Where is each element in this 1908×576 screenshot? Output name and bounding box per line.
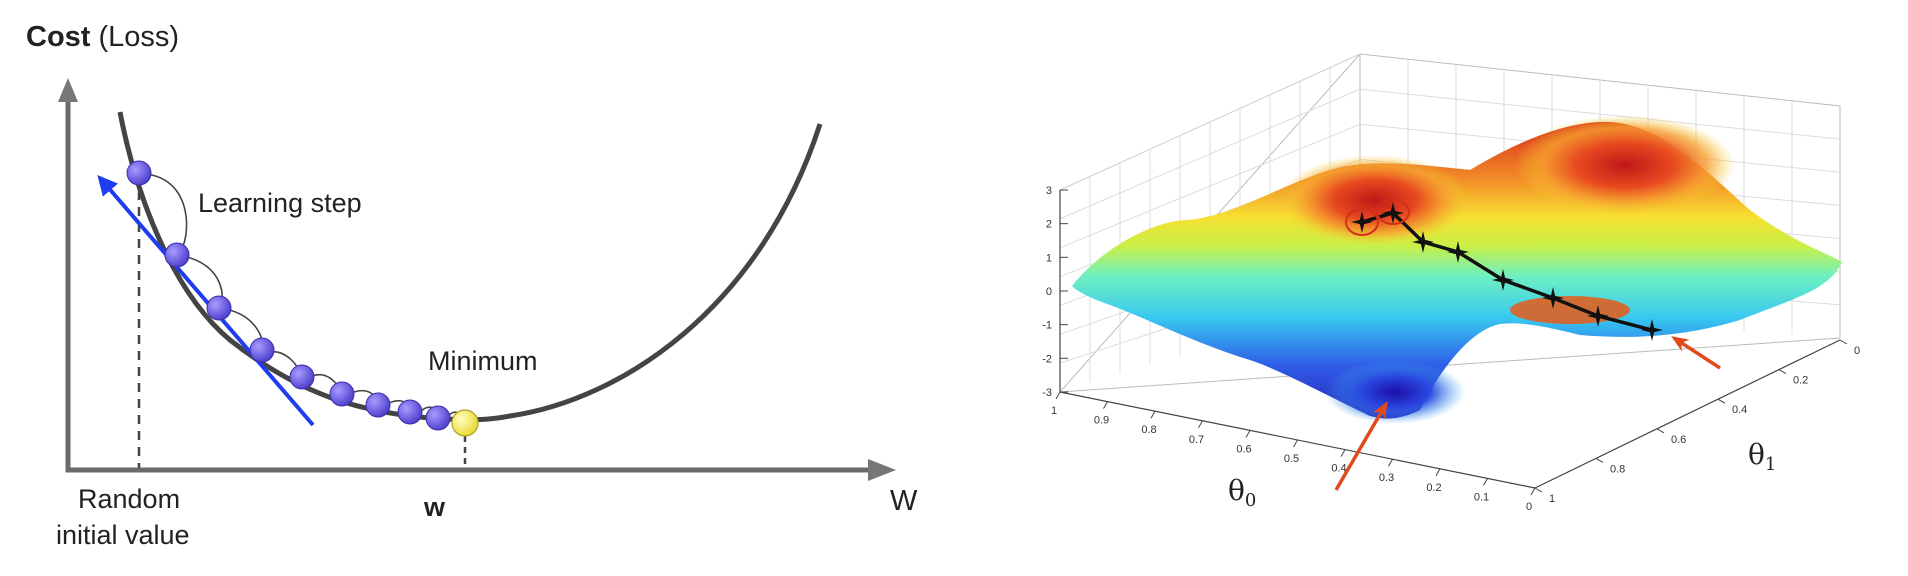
learning-step-label: Learning step [198,188,362,218]
theta0-tick-label: 0.4 [1331,463,1346,475]
path-step-marker [1351,211,1373,233]
path-step-marker [1641,319,1663,341]
theta0-tick-label: 0.9 [1094,415,1109,427]
start-label-line1: Random [78,484,180,514]
z-axis-ticks: 3 2 1 0 -1 -2 -3 [1042,185,1068,399]
z-tick-label: -2 [1042,353,1052,365]
descent-path [1345,199,1663,341]
z-tick-label: 1 [1046,252,1052,264]
theta0-tick-label: 0.8 [1141,424,1156,436]
theta0-tick-label: 0 [1526,501,1532,513]
theta0-axis-ticks: 1 0.9 0.8 0.7 0.6 0.5 0.4 0.3 0.2 0.1 0 [1051,391,1536,513]
theta0-axis-label: θ0 [1228,474,1256,511]
z-tick-label: -1 [1042,320,1052,332]
minimum-point [451,409,479,437]
theta1-tick-label: 0.2 [1793,375,1808,387]
descent-steps [126,160,451,431]
minimum-arrow-right [1671,336,1721,370]
y-axis-arrowhead [58,78,78,102]
theta1-axis-label: θ1 [1748,438,1776,475]
theta0-tick-label: 0.5 [1284,453,1299,465]
start-circle [1345,208,1379,236]
path-step-marker [1447,241,1469,263]
path-step-marker [1542,287,1564,309]
peak-circle [1376,199,1410,225]
path-step-marker [1587,305,1609,327]
theta1-tick-label: 0.6 [1671,434,1686,446]
y-axis-label: Cost (Loss) [26,21,179,53]
gradient-tangent-line [97,174,315,427]
minimum-label: Minimum [428,346,538,376]
theta0-tick-label: 0.3 [1379,472,1394,484]
theta1-axis-ticks: 0 0.2 0.4 0.6 0.8 1 [1534,339,1860,505]
theta0-tick-label: 0.6 [1236,443,1251,455]
z-tick-label: 2 [1046,219,1052,231]
theta1-tick-label: 0 [1854,345,1860,357]
theta0-tick-label: 1 [1051,405,1057,417]
cost-curve-diagram: Cost (Loss) W [26,21,918,550]
x-axis-arrowhead [868,459,896,481]
theta1-tick-label: 0.8 [1610,463,1625,475]
theta0-tick-label: 0.7 [1189,434,1204,446]
start-label-line2: initial value [56,520,190,550]
z-tick-label: 0 [1046,286,1052,298]
z-tick-label: 3 [1046,185,1052,197]
theta1-tick-label: 0.4 [1732,404,1747,416]
path-step-marker [1492,269,1514,291]
theta1-tick-label: 1 [1549,493,1555,505]
x-axis-label: W [890,485,918,517]
w-tick-label: w [423,492,446,522]
theta0-tick-label: 0.2 [1426,482,1441,494]
path-step-marker [1412,231,1434,253]
z-tick-label: -3 [1042,387,1052,399]
theta0-tick-label: 0.1 [1474,491,1489,503]
loss-surface-3d: 3 2 1 0 -1 -2 -3 1 0.9 0.8 0.7 0.6 0.5 0.4 0.3 0.2 0.1 0… [1042,53,1860,513]
surface [1072,115,1842,424]
minimum-arrow-left [1334,400,1388,491]
path-step-marker [1382,202,1404,224]
